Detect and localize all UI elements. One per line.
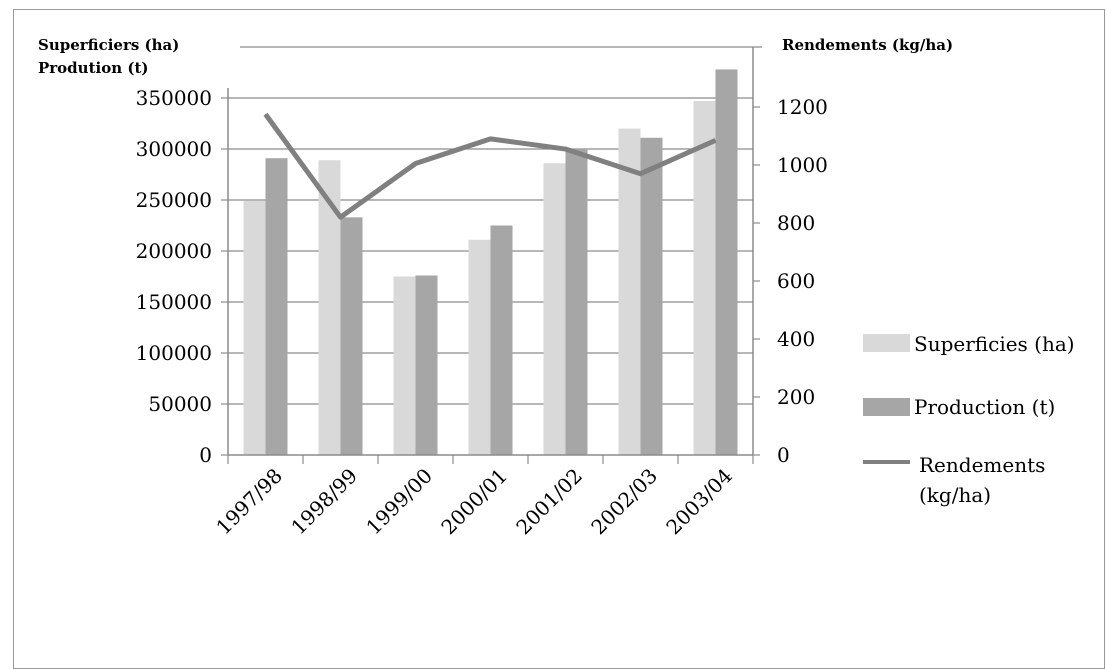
legend-swatch-superficies — [863, 334, 910, 352]
gridlines — [228, 46, 762, 405]
bar-production — [715, 69, 738, 455]
right-tick-label: 1200 — [777, 95, 828, 119]
line-point — [340, 216, 341, 218]
line-point — [640, 173, 641, 175]
bar-superficies — [243, 201, 266, 455]
line-point — [490, 138, 491, 140]
bar-production — [340, 217, 363, 455]
left-tick-label: 350000 — [136, 86, 212, 110]
bars — [243, 69, 738, 455]
bar-production — [415, 275, 438, 455]
line-point — [715, 139, 716, 141]
legend-label-production: Production (t) — [914, 395, 1055, 419]
legend-swatch-production — [863, 398, 910, 416]
x-tick-label: 1999/00 — [361, 464, 437, 540]
yield-line — [263, 112, 717, 220]
x-tick-label: 2001/02 — [511, 464, 587, 540]
bar-superficies — [693, 101, 716, 455]
right-tick-label: 0 — [777, 443, 790, 467]
left-tick-label: 200000 — [136, 239, 212, 263]
left-tick-label: 50000 — [148, 392, 212, 416]
bar-superficies — [468, 239, 491, 455]
bar-production — [640, 137, 663, 455]
right-tick-label: 800 — [777, 211, 815, 235]
left-tick-label: 100000 — [136, 341, 212, 365]
line-point — [565, 148, 566, 150]
left-axis-title-line1: Superficiers (ha) — [38, 36, 179, 54]
right-tick-label: 1000 — [777, 153, 828, 177]
bar-superficies — [618, 128, 641, 455]
right-tick-label: 200 — [777, 385, 815, 409]
right-tick-label: 600 — [777, 269, 815, 293]
left-tick-label: 250000 — [136, 188, 212, 212]
left-tick-label: 150000 — [136, 290, 212, 314]
left-axis-title-line2: Prodution (t) — [38, 59, 148, 77]
line-point — [265, 113, 266, 115]
legend: Superficies (ha) Production (t) Rendemen… — [863, 332, 1075, 507]
legend-label-rendements-line1: Rendements — [919, 453, 1045, 477]
bar-production — [565, 149, 588, 455]
bar-superficies — [543, 163, 566, 455]
x-tick-label: 2000/01 — [436, 464, 512, 540]
x-tick-label: 2003/04 — [661, 464, 737, 540]
right-axis-title: Rendements (kg/ha) — [782, 36, 953, 54]
left-tick-label: 300000 — [136, 137, 212, 161]
legend-label-superficies: Superficies (ha) — [914, 332, 1075, 356]
line-point — [415, 163, 416, 165]
bar-production — [265, 158, 288, 455]
bar-superficies — [393, 276, 416, 455]
bar-production — [490, 225, 513, 455]
x-tick-label: 1997/98 — [211, 464, 287, 540]
left-tick-label: 0 — [199, 443, 212, 467]
x-tick-label: 1998/99 — [286, 464, 362, 540]
legend-label-rendements-line2: (kg/ha) — [919, 483, 991, 507]
bar-superficies — [318, 160, 341, 455]
right-tick-label: 400 — [777, 327, 815, 351]
x-tick-label: 2002/03 — [586, 464, 662, 540]
